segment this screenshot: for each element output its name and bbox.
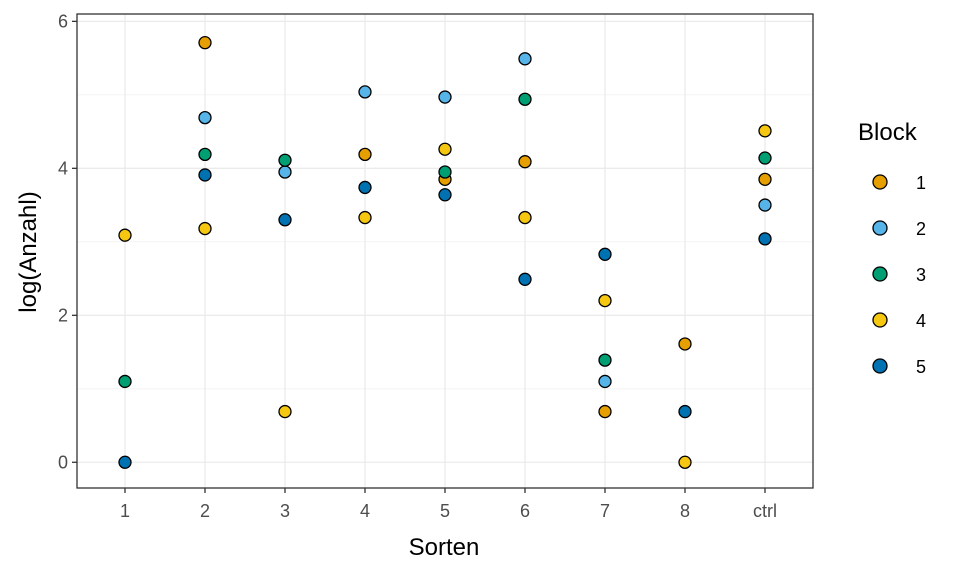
legend-key: [872, 358, 888, 374]
data-point: [598, 374, 612, 389]
data-point: [598, 247, 612, 261]
legend-label: 4: [916, 311, 926, 331]
x-tick-label: 6: [520, 501, 530, 521]
data-point: [518, 92, 532, 106]
data-point: [518, 52, 532, 66]
data-point: [198, 168, 212, 182]
data-point: [118, 455, 132, 469]
data-point: [598, 404, 612, 419]
legend-label: 5: [916, 357, 926, 377]
legend-label: 1: [916, 173, 926, 193]
data-point: [438, 188, 452, 202]
data-point: [758, 198, 772, 212]
data-point: [758, 232, 772, 246]
x-tick-label: ctrl: [753, 501, 777, 521]
legend: Block 1 2 3 4 5: [858, 119, 926, 377]
data-point: [518, 155, 532, 169]
data-point: [438, 142, 452, 156]
data-point: [518, 210, 532, 225]
data-point: [758, 172, 772, 186]
x-tick-label: 7: [600, 501, 610, 521]
data-point: [198, 110, 212, 125]
data-point: [198, 36, 212, 50]
data-point: [358, 180, 372, 195]
data-point: [598, 293, 612, 308]
legend-title: Block: [858, 119, 918, 146]
x-tick-label: 4: [360, 501, 370, 521]
x-axis-title: Sorten: [409, 534, 480, 561]
y-tick-label: 4: [58, 158, 68, 178]
data-point: [438, 90, 452, 104]
x-tick-label: 3: [280, 501, 290, 521]
y-axis-title: log(Anzahl): [15, 191, 42, 312]
data-point: [278, 404, 292, 419]
data-point: [118, 374, 132, 389]
data-point: [518, 272, 532, 286]
legend-label: 3: [916, 265, 926, 285]
legend-key: [872, 266, 888, 282]
data-point: [278, 153, 292, 167]
legend-label: 2: [916, 219, 926, 239]
x-tick-label: 8: [680, 501, 690, 521]
legend-key: [872, 220, 888, 236]
x-tick-label: 2: [200, 501, 210, 521]
data-points: [118, 36, 772, 469]
x-tick-label: 5: [440, 501, 450, 521]
legend-key: [872, 174, 888, 190]
data-point: [358, 147, 372, 162]
data-point: [278, 213, 292, 227]
y-tick-label: 2: [58, 305, 68, 325]
legend-key: [872, 312, 888, 328]
data-point: [598, 353, 612, 367]
data-point: [438, 165, 452, 179]
data-point: [678, 337, 692, 351]
y-tick-label: 0: [58, 452, 68, 472]
x-tick-label: 1: [120, 501, 130, 521]
data-point: [198, 147, 212, 162]
axes: 0 2 4 6 1 2 3 4 5 6 7 8 ctrl: [58, 11, 777, 521]
data-point: [118, 228, 132, 242]
data-point: [678, 455, 692, 469]
data-point: [758, 151, 772, 165]
data-point: [278, 165, 292, 179]
data-point: [758, 124, 772, 138]
data-point: [678, 404, 692, 419]
data-point: [358, 210, 372, 225]
y-tick-label: 6: [58, 11, 68, 31]
data-point: [358, 85, 372, 99]
data-point: [198, 221, 212, 236]
